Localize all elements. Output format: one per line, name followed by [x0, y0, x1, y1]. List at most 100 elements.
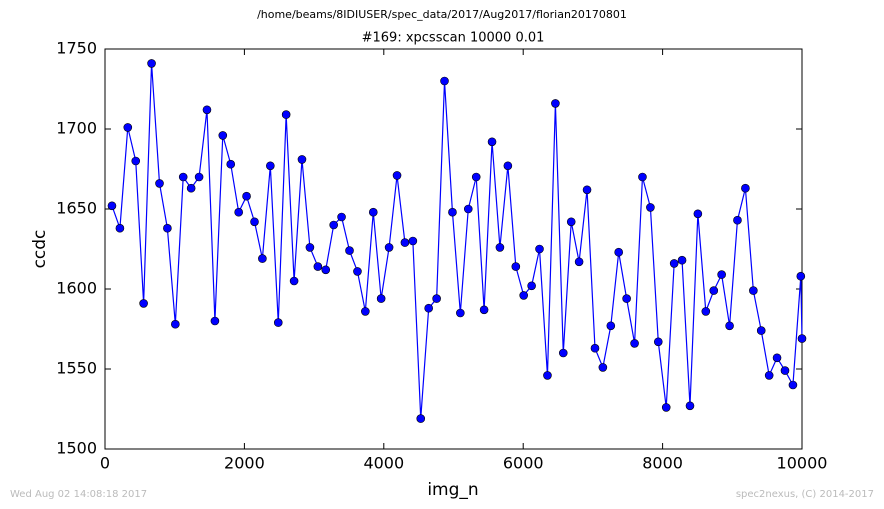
data-point — [194, 172, 204, 182]
y-tick-label: 1600 — [56, 279, 97, 298]
data-point — [155, 179, 164, 188]
data-point — [337, 212, 346, 222]
y-axis-label: ccdc — [30, 230, 50, 269]
data-point — [471, 172, 481, 182]
data-point — [345, 246, 354, 255]
data-point — [432, 294, 441, 303]
data-point — [242, 191, 251, 201]
data-point — [725, 321, 734, 331]
data-point — [606, 321, 616, 331]
data-point — [186, 183, 196, 193]
data-point — [653, 337, 663, 347]
x-tick-label: 4000 — [363, 454, 404, 473]
data-point — [139, 299, 148, 308]
data-point — [384, 243, 394, 252]
data-point — [131, 156, 141, 166]
data-point — [685, 401, 695, 411]
data-point — [535, 244, 544, 254]
data-point — [677, 255, 687, 265]
data-point — [590, 343, 600, 353]
data-point — [361, 307, 370, 316]
data-point — [764, 371, 774, 380]
data-point — [281, 110, 291, 119]
data-point — [266, 161, 275, 171]
data-point — [701, 307, 711, 316]
data-point — [749, 286, 758, 295]
x-tick-label: 10000 — [777, 454, 828, 473]
data-point — [376, 294, 386, 303]
x-tick-label: 0 — [100, 454, 110, 473]
data-point — [456, 308, 465, 318]
data-point — [250, 217, 259, 227]
data-point — [178, 172, 188, 182]
data-point — [123, 123, 133, 132]
data-point — [797, 334, 807, 343]
data-point — [503, 161, 513, 171]
data-point — [479, 305, 489, 315]
x-tick-label: 6000 — [503, 454, 544, 473]
y-tick-label: 1550 — [56, 359, 97, 378]
data-point — [622, 294, 631, 303]
data-point — [163, 223, 172, 233]
data-point — [440, 76, 449, 86]
data-point — [495, 243, 505, 252]
data-point — [741, 183, 750, 193]
data-point — [297, 155, 307, 164]
data-point — [772, 353, 782, 363]
data-point — [416, 414, 426, 423]
data-point — [780, 366, 790, 375]
data-point — [796, 271, 806, 281]
data-point — [487, 137, 497, 147]
data-point — [408, 236, 418, 246]
data-point — [218, 131, 228, 140]
data-point — [202, 105, 212, 115]
data-point — [424, 303, 433, 313]
data-point — [733, 215, 742, 225]
data-point — [147, 59, 156, 68]
data-point — [519, 291, 528, 300]
data-point — [598, 363, 608, 372]
data-point — [543, 371, 552, 380]
data-point — [226, 159, 236, 169]
data-point — [614, 247, 623, 257]
data-point — [756, 326, 766, 335]
data-point — [661, 403, 671, 412]
data-point — [171, 319, 180, 329]
data-point — [527, 281, 536, 291]
data-point — [234, 207, 243, 217]
y-tick-label: 1650 — [56, 199, 97, 218]
data-point — [788, 380, 798, 390]
data-point — [258, 254, 267, 263]
footer-left: Wed Aug 02 14:08:18 2017 — [10, 489, 147, 500]
x-tick-label: 8000 — [642, 454, 683, 473]
data-point — [210, 316, 220, 326]
data-point — [448, 207, 457, 217]
data-point — [392, 171, 402, 180]
footer-right: spec2nexus, (C) 2014-2017 — [736, 489, 874, 500]
data-point — [329, 220, 338, 230]
data-point — [115, 223, 125, 233]
data-point — [313, 262, 323, 271]
data-point — [693, 209, 703, 219]
data-point — [574, 257, 584, 267]
data-point — [107, 201, 117, 211]
data-point — [630, 339, 639, 348]
plot-frame — [104, 48, 803, 450]
data-point — [709, 286, 719, 295]
data-point — [353, 267, 362, 276]
data-point — [463, 204, 473, 214]
data-point — [566, 217, 576, 227]
data-point — [717, 270, 726, 279]
x-tick-label: 2000 — [224, 454, 265, 473]
data-point — [582, 185, 592, 195]
data-point — [638, 172, 647, 182]
data-point — [558, 348, 568, 358]
data-point — [368, 207, 378, 217]
header: /home/beams/8IDIUSER/spec_data/2017/Aug2… — [257, 8, 627, 21]
chart-title: #169: xpcsscan 10000 0.01 — [362, 31, 545, 46]
data-point — [511, 262, 521, 271]
data-point — [289, 276, 299, 286]
data-point — [646, 203, 655, 212]
